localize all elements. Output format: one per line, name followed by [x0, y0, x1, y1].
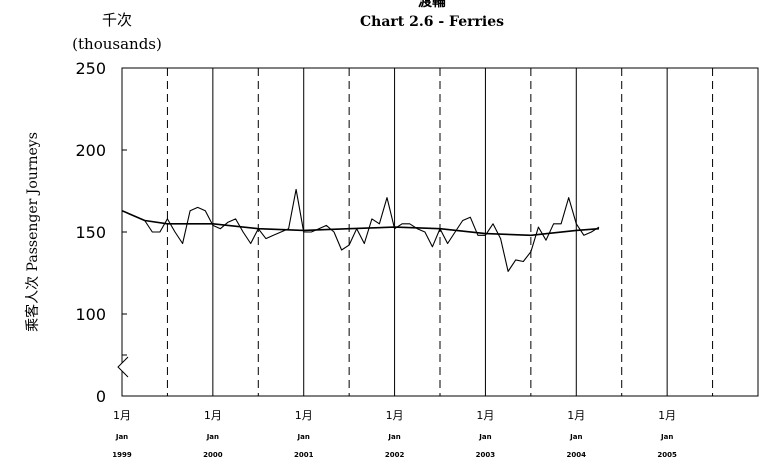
x-tick-label-year: 2003	[476, 451, 496, 459]
x-tick-label-year: 1999	[112, 451, 132, 459]
x-tick-label-jan: Jan	[387, 433, 400, 441]
x-tick-label-year: 2005	[657, 451, 677, 459]
unit-label-cn: 千次	[102, 11, 132, 29]
x-tick-label-month: 1月	[295, 409, 313, 422]
y-tick-label: 0	[96, 387, 106, 406]
x-tick-label-month: 1月	[476, 409, 494, 422]
x-tick-label-jan: Jan	[297, 433, 310, 441]
monthly-series-line	[121, 188, 600, 272]
x-tick-label-jan: Jan	[478, 433, 491, 441]
x-tick-label-month: 1月	[204, 409, 222, 422]
x-tick-label-month: 1月	[658, 409, 676, 422]
x-axis: 1月 Jan 1999 1月 Jan 2000 1月 Jan 2001 1月 Jan 2002 1月 Ja…	[112, 409, 677, 459]
x-tick-label-month: 1月	[386, 409, 404, 422]
y-tick-label: 150	[75, 223, 106, 242]
x-tick-label-jan: Jan	[569, 433, 582, 441]
grid-lines	[166, 68, 714, 396]
y-axis-title: 乘客人次 Passenger Journeys	[24, 132, 41, 332]
chart-title-cn: 渡輪	[418, 0, 447, 10]
x-tick-label-month: 1月	[567, 409, 585, 422]
x-tick-label-month: 1月	[113, 409, 131, 422]
axis-break-mark	[117, 356, 129, 378]
x-tick-label-jan: Jan	[660, 433, 673, 441]
x-tick-label-year: 2002	[385, 451, 405, 459]
y-tick-label: 100	[75, 305, 106, 324]
y-tick-label: 250	[75, 59, 106, 78]
x-tick-label-year: 2000	[203, 451, 223, 459]
y-axis: 0 100 150 200 250	[75, 59, 127, 406]
chart-title: Chart 2.6 - Ferries	[360, 14, 504, 30]
series-lines	[121, 188, 600, 272]
trend-series-line	[121, 209, 600, 237]
x-tick-label-jan: Jan	[115, 433, 128, 441]
unit-label: (thousands)	[72, 35, 162, 53]
x-tick-label-year: 2004	[567, 451, 587, 459]
x-tick-label-jan: Jan	[206, 433, 219, 441]
x-tick-label-year: 2001	[294, 451, 314, 459]
y-tick-label: 200	[75, 141, 106, 160]
